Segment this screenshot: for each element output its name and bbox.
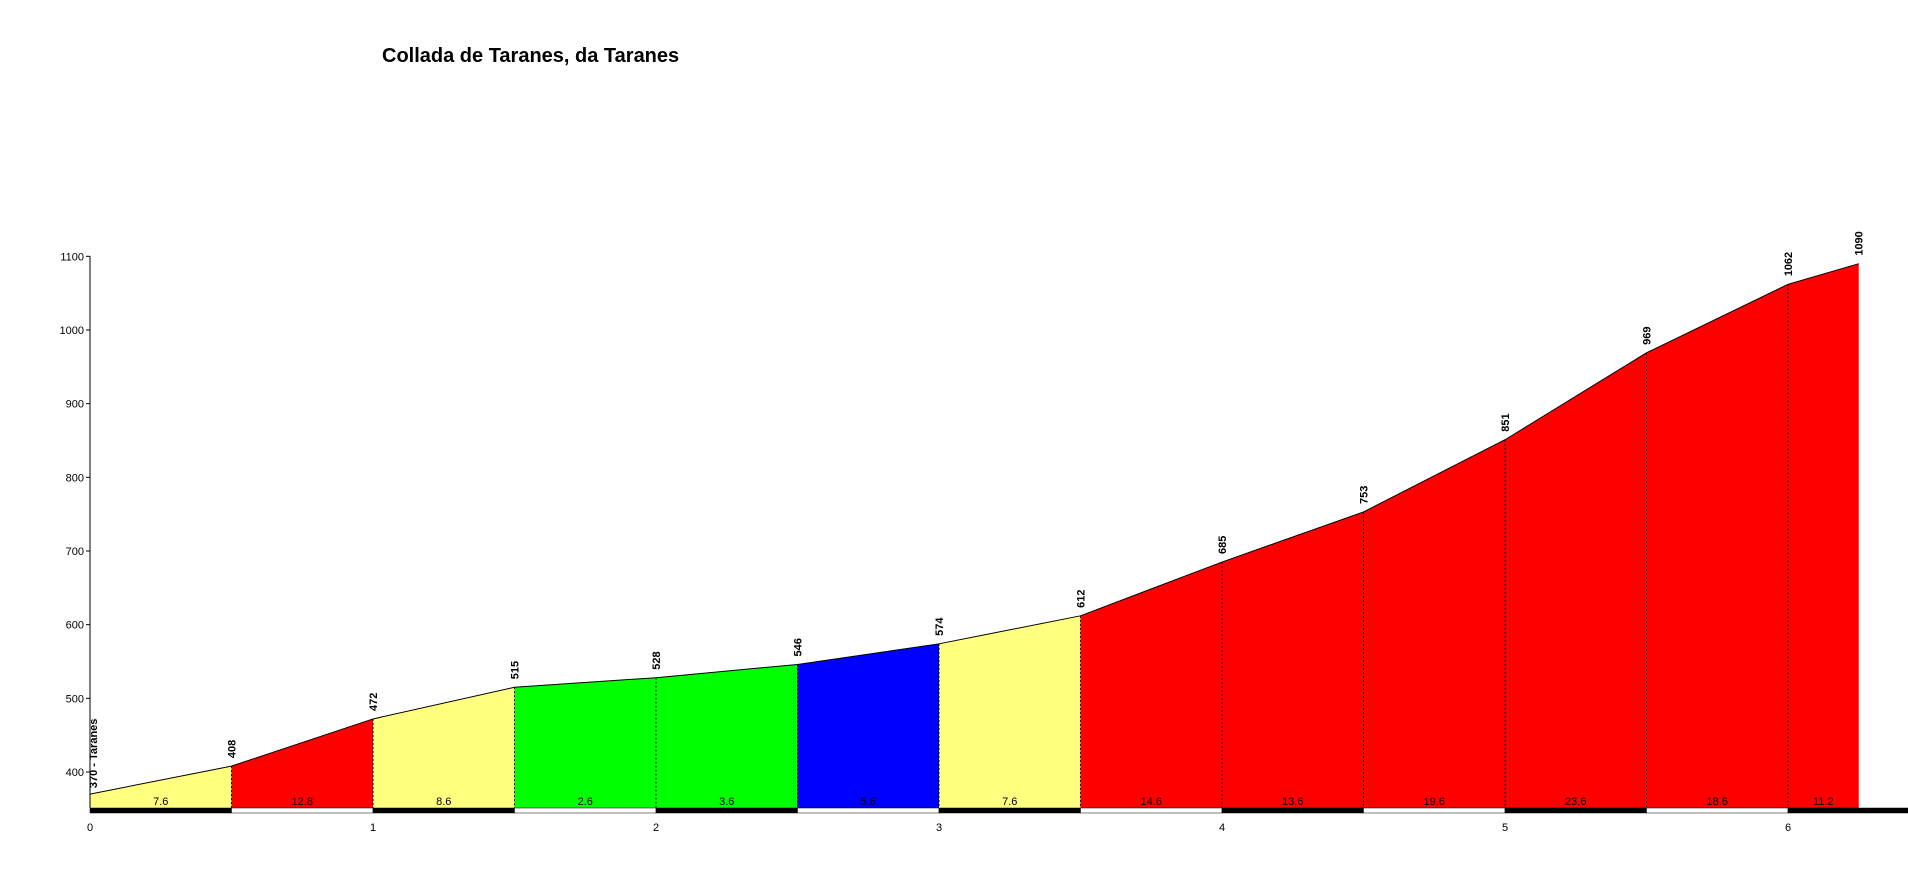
x-tick-label: 2 [653,822,659,834]
distance-bar-segment [89,807,232,814]
elevation-label: 753 [1359,486,1371,504]
profile-segment [1646,284,1788,809]
x-tick-label: 1 [370,822,376,834]
elevation-label: 612 [1076,589,1088,607]
grade-label: 7.6 [153,796,168,808]
distance-bar [89,807,1908,814]
y-tick-label: 1000 [60,325,84,337]
elevation-label: 515 [510,661,522,679]
grade-label: 14.6 [1141,796,1162,808]
distance-bar-segment [231,807,374,814]
elevation-label: 851 [1500,413,1512,431]
profile-line [89,263,1859,795]
x-tick-label: 3 [936,822,942,834]
distance-bar-segment [1080,807,1223,814]
x-tick-label: 5 [1502,822,1508,834]
y-tick-label: 400 [66,767,84,779]
grade-label: 7.6 [1002,796,1017,808]
elevation-label: 1090 [1854,231,1866,255]
profile-segment [1080,562,1222,808]
distance-bar-segment [514,807,657,814]
elevation-label: 969 [1642,326,1654,344]
elevation-label: 1062 [1783,252,1795,276]
km-dividers [231,284,1789,808]
profile-areas [90,263,1859,809]
profile-segment [1505,352,1647,808]
profile-segment [797,643,939,808]
y-tick-label: 600 [66,620,84,632]
profile-segment [231,718,373,808]
profile-segment [373,687,515,808]
start-label: 370 - Taranes [88,719,100,789]
y-tick-label: 1100 [60,251,84,263]
x-tick-label: 0 [87,822,93,834]
grade-label: 19.6 [1424,796,1445,808]
elevation-label: 574 [934,617,946,636]
grade-label: 18.6 [1707,796,1728,808]
x-tick-label: 4 [1219,822,1225,834]
grade-label: 13.6 [1282,796,1303,808]
grade-label: 12.8 [292,796,313,808]
grade-label: 2.6 [578,796,593,808]
elevation-label: 472 [368,693,380,711]
distance-bar-segment [1363,807,1506,814]
distance-bar-segment [938,807,1081,814]
profile-segment [514,677,656,808]
distance-bar-segment [655,807,798,814]
grade-labels: 7.6 12.8 8.6 2.6 3.6 5.6 7.6 14.6 13.6 19.6 23.6 18… [153,796,1834,808]
chart-title: Collada de Taranes, da Taranes [382,45,679,67]
profile-segment [1363,439,1505,808]
profile-segment [939,615,1081,808]
y-tick-label: 700 [66,546,84,558]
grade-label: 11.2 [1813,796,1834,808]
grade-label: 8.6 [436,796,451,808]
grade-label: 3.6 [719,796,734,808]
y-tick-label: 500 [66,693,84,705]
profile-segment [1222,511,1364,808]
profile-segment [90,766,232,808]
elevation-label: 408 [227,740,239,758]
distance-bar-segment [1221,807,1364,814]
profile-segment [1788,263,1859,808]
y-axis: 400 500 600 700 800 900 1000 1100 [60,251,91,808]
elevation-label: 685 [1217,536,1229,554]
distance-bar-segment [797,807,940,814]
distance-bar-segment [372,807,515,814]
distance-bar-segment [1504,807,1647,814]
profile-outline [89,263,1859,795]
y-tick-label: 800 [66,472,84,484]
y-tick-label: 900 [66,399,84,411]
elevation-label: 528 [651,651,663,669]
profile-segment [656,664,798,808]
distance-bar-segment [1646,807,1789,814]
grade-label: 5.6 [861,796,876,808]
distance-bar-segment [1787,807,1908,814]
grade-label: 23.6 [1565,796,1586,808]
x-tick-label: 6 [1785,822,1791,834]
elevation-labels: 370 - Taranes 408 472 515 528 546 574 612 685 753… [88,231,1866,788]
elevation-label: 546 [793,638,805,656]
x-axis: 0 1 2 3 4 5 6 [87,822,1791,834]
